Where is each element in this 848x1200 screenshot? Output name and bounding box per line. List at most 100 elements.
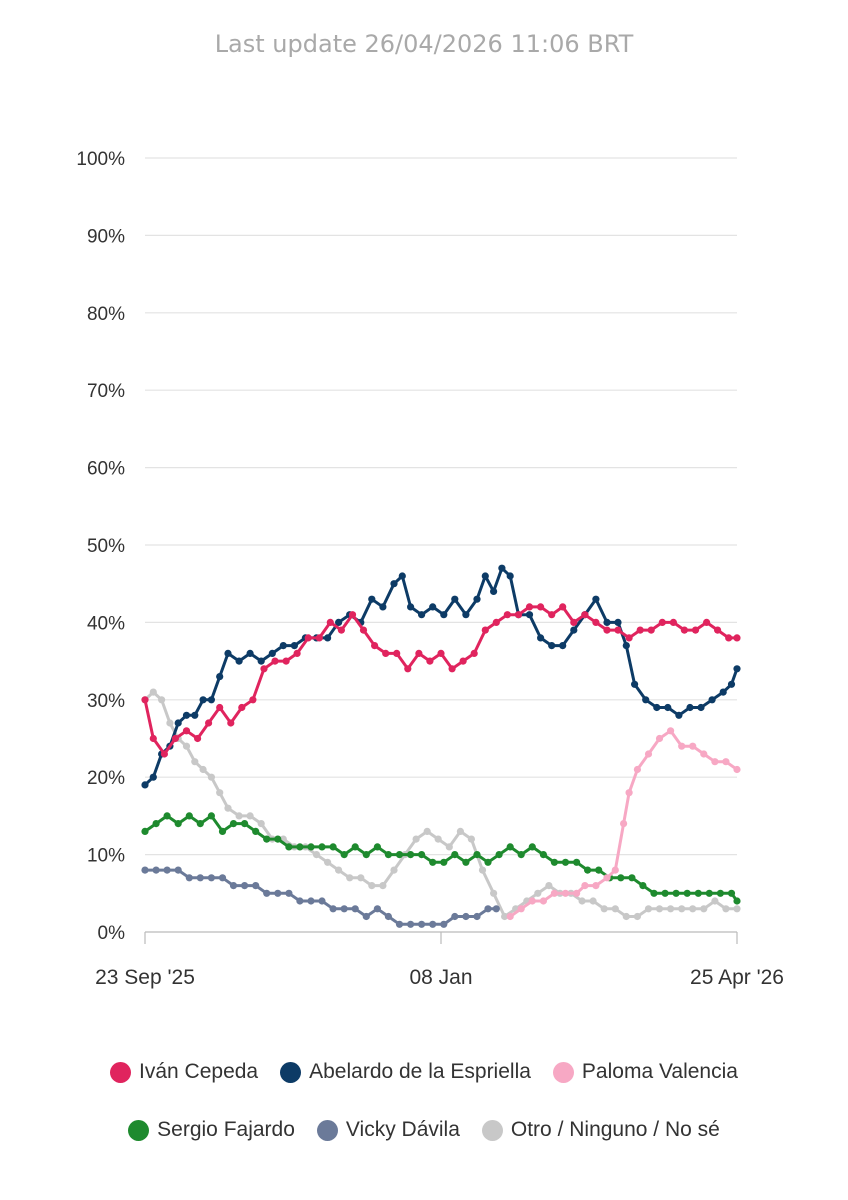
- data-point: [440, 858, 448, 866]
- data-point: [459, 657, 467, 665]
- data-point: [625, 789, 633, 797]
- legend-dot-icon: [280, 1061, 302, 1083]
- legend-label: Vicky Dávila: [345, 1118, 460, 1141]
- legend-item[interactable]: Otro / Ninguno / No sé: [481, 1118, 720, 1142]
- data-point: [274, 835, 282, 843]
- data-point: [351, 843, 359, 851]
- data-point: [733, 765, 741, 774]
- legend-row-2: Sergio Fajardo Vicky Dávila Otro / Ninguno…: [0, 1118, 848, 1142]
- series-3: [141, 812, 741, 905]
- legend-item[interactable]: Paloma Valencia: [552, 1060, 738, 1084]
- data-point: [241, 820, 249, 828]
- data-point: [727, 680, 736, 688]
- data-point: [418, 920, 426, 928]
- data-point: [708, 696, 716, 704]
- data-point: [218, 827, 227, 836]
- legend-dot-icon: [316, 1119, 338, 1141]
- data-point: [548, 611, 556, 619]
- data-point: [395, 920, 404, 928]
- data-point: [149, 734, 157, 743]
- data-point: [644, 750, 653, 758]
- data-point: [700, 905, 708, 913]
- data-point: [506, 912, 514, 921]
- data-point: [501, 912, 509, 921]
- data-point: [592, 595, 600, 603]
- data-point: [451, 912, 459, 921]
- data-point: [705, 889, 713, 897]
- y-tick-label: 30%: [87, 691, 125, 712]
- data-point: [185, 874, 193, 882]
- data-point: [426, 657, 434, 665]
- data-point: [686, 703, 694, 712]
- data-point: [545, 882, 553, 890]
- data-point: [307, 897, 315, 905]
- data-point: [589, 897, 597, 905]
- data-point: [561, 889, 570, 897]
- data-point: [407, 851, 415, 859]
- data-point: [429, 920, 437, 928]
- data-point: [548, 642, 556, 650]
- data-point: [282, 657, 290, 665]
- data-point: [716, 889, 725, 897]
- data-point: [537, 603, 545, 611]
- data-point: [733, 897, 741, 905]
- data-point: [412, 835, 420, 843]
- data-point: [448, 665, 456, 673]
- data-point: [733, 665, 741, 673]
- y-tick-label: 90%: [87, 226, 125, 247]
- data-point: [633, 765, 642, 774]
- y-tick-label: 60%: [87, 459, 125, 480]
- data-point: [655, 905, 664, 913]
- legend-label: Paloma Valencia: [581, 1060, 738, 1083]
- data-point: [506, 572, 514, 580]
- legend-item[interactable]: Vicky Dávila: [316, 1118, 460, 1142]
- data-point: [318, 843, 326, 851]
- data-point: [456, 827, 464, 836]
- legend-item[interactable]: Sergio Fajardo: [128, 1118, 295, 1142]
- last-update-text: Last update 26/04/2026 11:06 BRT: [214, 30, 634, 58]
- data-point: [274, 889, 282, 897]
- data-point: [617, 874, 625, 882]
- data-point: [653, 703, 661, 712]
- data-point: [163, 812, 171, 820]
- data-point: [285, 889, 293, 897]
- data-point: [307, 843, 315, 851]
- data-point: [304, 634, 312, 642]
- data-point: [268, 649, 276, 658]
- data-point: [578, 897, 586, 905]
- data-point: [229, 882, 238, 890]
- y-tick-label: 0%: [98, 923, 126, 944]
- line-chart: 0% 10% 20% 30% 40% 50% 60% 70% 80% 90% 100% 23 Sep…: [76, 149, 784, 989]
- data-point: [182, 727, 191, 735]
- data-point: [340, 851, 348, 859]
- data-point: [498, 564, 506, 572]
- data-point: [235, 812, 243, 820]
- legend-label: Sergio Fajardo: [157, 1118, 295, 1141]
- data-point: [263, 835, 271, 843]
- data-point: [478, 866, 487, 874]
- legend-item[interactable]: Iván Cepeda: [110, 1060, 258, 1084]
- data-point: [614, 618, 622, 627]
- x-tick-label: 25 Apr '26: [690, 966, 784, 989]
- data-point: [620, 820, 628, 828]
- data-point: [227, 719, 235, 727]
- data-point: [650, 889, 658, 897]
- data-point: [611, 866, 619, 874]
- legend-item[interactable]: Abelardo de la Espriella: [280, 1060, 531, 1084]
- data-point: [614, 626, 622, 634]
- data-point: [152, 866, 160, 874]
- series-4: [141, 866, 500, 928]
- data-point: [404, 665, 412, 673]
- data-point: [318, 897, 326, 905]
- data-point: [199, 696, 207, 704]
- data-point: [462, 912, 470, 921]
- data-point: [697, 703, 705, 712]
- data-point: [141, 827, 149, 836]
- data-point: [642, 696, 650, 704]
- data-point: [246, 812, 254, 820]
- data-point: [492, 618, 500, 627]
- data-point: [368, 595, 376, 603]
- data-point: [550, 858, 559, 866]
- data-point: [481, 626, 489, 634]
- data-point: [719, 688, 727, 696]
